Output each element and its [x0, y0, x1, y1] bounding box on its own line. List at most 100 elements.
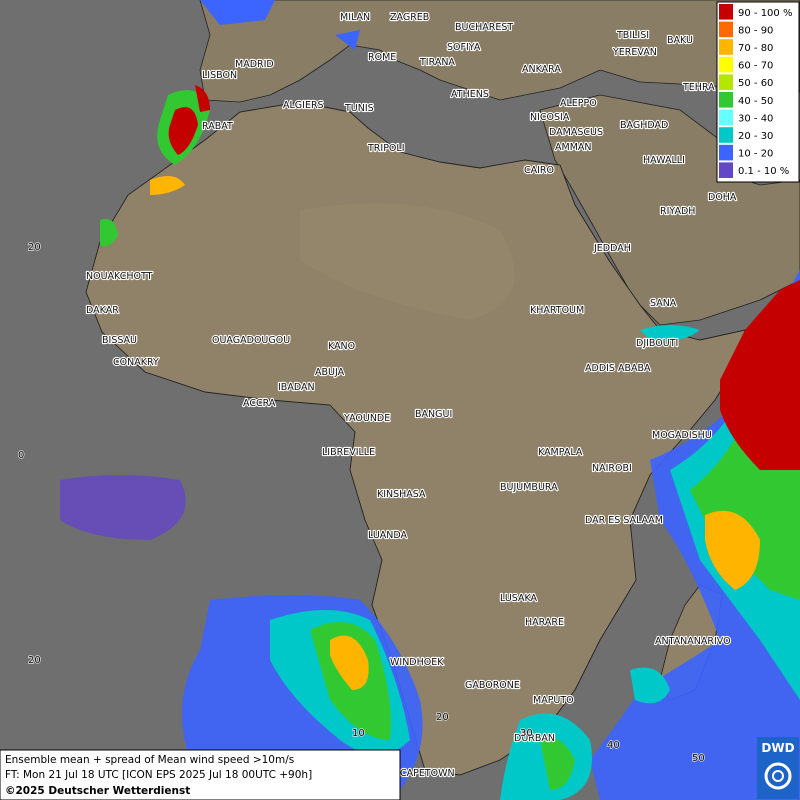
city-label: DAR ES SALAAM	[585, 515, 663, 526]
city-label: DOHA	[708, 192, 737, 203]
city-label: DAMASCUS	[549, 127, 603, 138]
legend-swatch	[719, 21, 733, 38]
wind-areas	[60, 0, 800, 800]
city-label: KINSHASA	[377, 489, 426, 500]
africa	[85, 101, 746, 776]
legend-swatch	[719, 39, 733, 55]
dwd-logo: DWD	[757, 737, 799, 799]
city-labels: MILAN ZAGREB BUCHAREST BAKU TBILISI YERE…	[85, 11, 738, 780]
legend: 90 - 100 % 80 - 90 70 - 80 60 - 70 50 - 60 40…	[716, 1, 800, 183]
city-label: TBILISI	[616, 30, 649, 41]
city-label: TEHRA	[682, 82, 715, 93]
lon-label: 10	[352, 728, 365, 739]
city-label: LIBREVILLE	[322, 447, 375, 458]
city-label: ADDIS ABABA	[585, 363, 651, 374]
city-label: HAWALLI	[643, 155, 685, 166]
city-label: CAIRO	[524, 165, 554, 176]
city-label: BAKU	[667, 35, 693, 46]
legend-label: 30 - 40	[738, 113, 773, 124]
city-label: MILAN	[340, 12, 370, 23]
legend-swatch	[719, 92, 733, 108]
legend-swatch	[719, 109, 733, 126]
city-label: ACCRA	[243, 398, 276, 409]
city-label: NICOSIA	[530, 112, 570, 123]
city-label: DAKAR	[86, 305, 119, 316]
legend-label: 60 - 70	[738, 61, 773, 72]
city-label: IBADAN	[278, 382, 315, 393]
city-label: BAGHDAD	[620, 120, 668, 131]
lat-label: 20	[28, 242, 41, 253]
city-label: OUAGADOUGOU	[212, 335, 290, 346]
legend-label: 0.1 - 10 %	[738, 166, 789, 177]
city-label: TUNIS	[344, 103, 374, 114]
legend-swatch	[719, 162, 733, 178]
city-label: MADRID	[235, 59, 274, 70]
city-label: JEDDAH	[593, 243, 631, 254]
lon-label: 20	[436, 712, 449, 723]
city-label: BANGUI	[415, 409, 452, 420]
city-label: TIRANA	[419, 57, 455, 68]
city-label: ABUJA	[315, 367, 345, 378]
lat-label: 0	[18, 450, 24, 461]
city-label: ATHENS	[451, 89, 489, 100]
city-label: LUANDA	[368, 530, 408, 541]
copyright: ©2025 Deutscher Wetterdienst	[5, 785, 190, 797]
lon-label: 40	[607, 740, 620, 751]
legend-swatch	[719, 144, 733, 161]
city-label: WINDHOEK	[390, 657, 444, 668]
legend-label: 10 - 20	[738, 149, 773, 160]
city-label: ZAGREB	[390, 12, 429, 23]
city-label: SANA	[650, 298, 677, 309]
city-label: HARARE	[525, 617, 564, 628]
city-label: AMMAN	[555, 142, 592, 153]
logo-swirl	[772, 770, 784, 782]
city-label: KHARTOUM	[530, 305, 584, 316]
city-label: CONAKRY	[113, 357, 159, 368]
city-label: RIYADH	[660, 206, 695, 217]
city-label: ANKARA	[522, 64, 561, 75]
city-label: NAIROBI	[592, 463, 632, 474]
legend-label: 90 - 100 %	[738, 8, 792, 19]
city-label: BISSAU	[102, 335, 137, 346]
europe	[199, 0, 800, 103]
grid-labels: 20 0 20 10 20 30 40 50	[17, 241, 705, 765]
legend-label: 40 - 50	[738, 96, 773, 107]
city-label: CAPETOWN	[400, 768, 455, 779]
city-label: MAPUTO	[533, 695, 574, 706]
legend-label: 80 - 90	[738, 25, 773, 36]
city-label: RABAT	[202, 121, 233, 132]
lon-label: 50	[692, 753, 705, 764]
city-label: LISBON	[202, 70, 237, 81]
city-label: ROME	[368, 52, 396, 63]
sahara-shade	[300, 203, 515, 320]
legend-swatch	[719, 4, 733, 20]
legend-swatch	[719, 56, 733, 73]
city-label: BUCHAREST	[455, 22, 513, 33]
city-label: BUJUMBURA	[500, 482, 558, 493]
logo-text: DWD	[761, 741, 794, 755]
arabia	[539, 94, 800, 326]
lat-label: 20	[28, 655, 41, 666]
legend-swatch	[719, 127, 733, 143]
caption-line: FT: Mon 21 Jul 18 UTC [ICON EPS 2025 Jul…	[5, 769, 312, 781]
city-label: LUSAKA	[500, 593, 538, 604]
city-label: ANTANANARIVO	[655, 636, 731, 647]
city-label: KANO	[328, 341, 355, 352]
legend-label: 70 - 80	[738, 43, 773, 54]
legend-label: 50 - 60	[738, 78, 773, 89]
caption-box	[0, 749, 401, 800]
caption: Ensemble mean + spread of Mean wind spee…	[0, 749, 401, 800]
city-label: DURBAN	[514, 733, 555, 744]
city-label: YAOUNDE	[343, 413, 390, 424]
city-label: TRIPOLI	[367, 143, 405, 154]
city-label: MOGADISHU	[652, 430, 712, 441]
legend-swatch	[719, 74, 733, 90]
city-label: KAMPALA	[538, 447, 583, 458]
city-label: GABORONE	[465, 680, 520, 691]
city-label: ALGIERS	[283, 100, 324, 111]
city-label: SOFIYA	[447, 42, 481, 53]
caption-line: Ensemble mean + spread of Mean wind spee…	[5, 754, 294, 766]
city-label: DJIBOUTI	[636, 338, 678, 349]
